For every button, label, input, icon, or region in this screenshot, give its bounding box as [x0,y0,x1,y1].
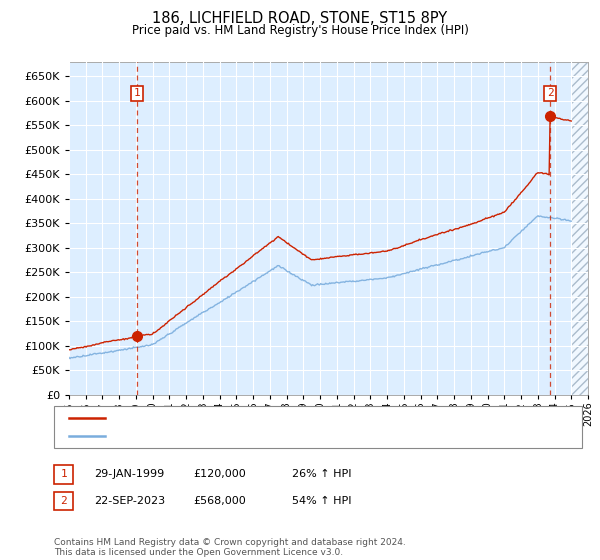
Text: 1: 1 [60,469,67,479]
Text: 22-SEP-2023: 22-SEP-2023 [94,496,166,506]
Text: Contains HM Land Registry data © Crown copyright and database right 2024.
This d: Contains HM Land Registry data © Crown c… [54,538,406,557]
Text: 2: 2 [60,496,67,506]
Bar [571,62,588,395]
Bar [571,62,588,395]
Text: 2: 2 [547,88,554,99]
Text: 1: 1 [134,88,140,99]
Text: HPI: Average price, detached house, Stafford: HPI: Average price, detached house, Staf… [111,431,346,441]
Text: 186, LICHFIELD ROAD, STONE, ST15 8PY: 186, LICHFIELD ROAD, STONE, ST15 8PY [152,11,448,26]
Text: £568,000: £568,000 [193,496,246,506]
Text: Price paid vs. HM Land Registry's House Price Index (HPI): Price paid vs. HM Land Registry's House … [131,24,469,37]
Text: 29-JAN-1999: 29-JAN-1999 [94,469,164,479]
Text: 186, LICHFIELD ROAD, STONE, ST15 8PY (detached house): 186, LICHFIELD ROAD, STONE, ST15 8PY (de… [111,413,416,423]
Text: 26% ↑ HPI: 26% ↑ HPI [292,469,352,479]
Text: £120,000: £120,000 [193,469,246,479]
Text: 54% ↑ HPI: 54% ↑ HPI [292,496,352,506]
